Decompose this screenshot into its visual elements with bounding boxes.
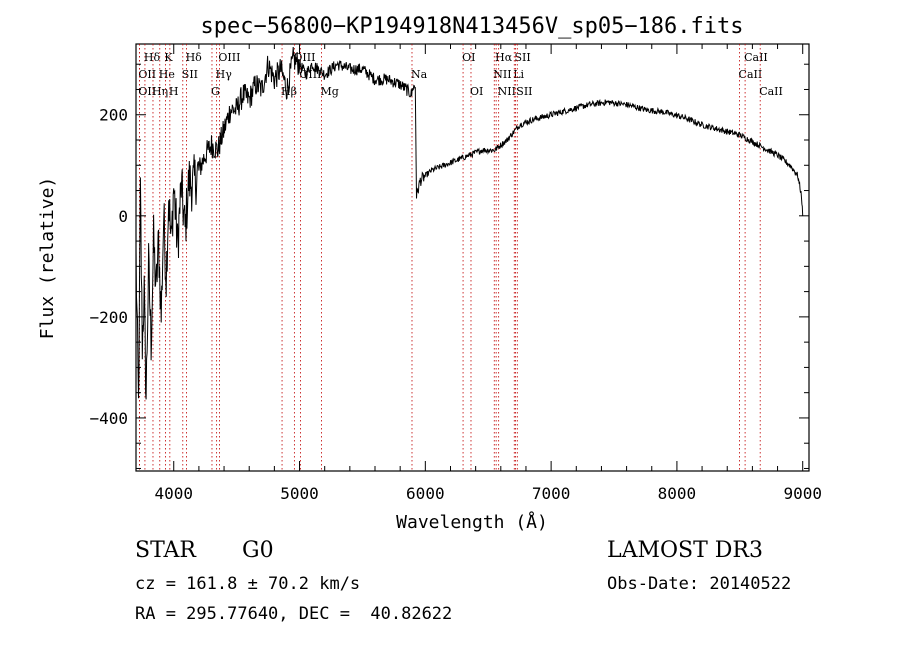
flux-line (135, 46, 804, 400)
marker-label-NII-a: NII (493, 68, 511, 81)
marker-label-H-delta: Hδ (144, 51, 161, 64)
marker-label-H-delta-2: Hδ (186, 51, 203, 64)
axis-ticks: 4000 5000 6000 7000 8000 9000 −400 −200 0 200 (89, 44, 822, 503)
coordinates: RA = 295.77640, DEC = 40.82622 (135, 604, 453, 624)
line-markers: OIIOIIHδHηHeKHSIIHδGHγOIIIHβOIIIOIIIMgNa… (138, 44, 783, 471)
x-axis-label: Wavelength (Å) (396, 511, 548, 533)
x-tick-label: 6000 (406, 484, 445, 503)
marker-label-CaII-b: CaII (744, 51, 768, 64)
marker-label-OI-b: OI (470, 85, 483, 98)
marker-label-G: G (211, 85, 220, 98)
y-tick-label: −200 (89, 308, 128, 327)
redshift-cz: cz = 161.8 ± 70.2 km/s (135, 574, 361, 594)
marker-label-He: He (159, 68, 175, 81)
marker-label-SII-blue: SII (182, 68, 198, 81)
marker-label-CaII-a: CaII (739, 68, 763, 81)
y-axis-label: Flux (relative) (37, 177, 58, 340)
marker-label-H-eta: Hη (152, 85, 168, 98)
object-class: STAR (135, 538, 196, 563)
marker-label-Mg: Mg (321, 85, 339, 98)
x-tick-label: 4000 (154, 484, 193, 503)
marker-label-H-alpha: Hα (495, 51, 513, 64)
y-tick-label: 200 (99, 106, 128, 125)
x-tick-label: 7000 (532, 484, 571, 503)
marker-label-OII: OII (138, 68, 156, 81)
marker-label-NII-b: NII (498, 85, 516, 98)
marker-label-OII-2: OII (138, 85, 156, 98)
x-tick-label: 9000 (783, 484, 822, 503)
marker-label-CaII-c: CaII (759, 85, 783, 98)
x-tick-label: 5000 (280, 484, 319, 503)
marker-label-OI-a: OI (462, 51, 475, 64)
y-tick-label: 0 (118, 207, 128, 226)
marker-label-H-gamma: Hγ (216, 68, 233, 81)
marker-label-Li: Li (513, 68, 524, 81)
marker-label-H: H (169, 85, 179, 98)
flux-series (135, 46, 804, 400)
marker-label-K: K (164, 51, 173, 64)
obs-date: Obs-Date: 20140522 (607, 574, 792, 594)
marker-label-OIII-blue: OIII (218, 51, 240, 64)
y-tick-label: −400 (89, 409, 128, 428)
chart-title: spec−56800−KP194918N413456V_sp05−186.fit… (200, 14, 743, 39)
marker-label-SII-b: SII (516, 85, 532, 98)
marker-label-Na: Na (411, 68, 428, 81)
marker-label-SII-a: SII (515, 51, 531, 64)
survey-name: LAMOST DR3 (607, 538, 763, 563)
x-tick-label: 8000 (658, 484, 697, 503)
subclass: G0 (242, 538, 274, 563)
